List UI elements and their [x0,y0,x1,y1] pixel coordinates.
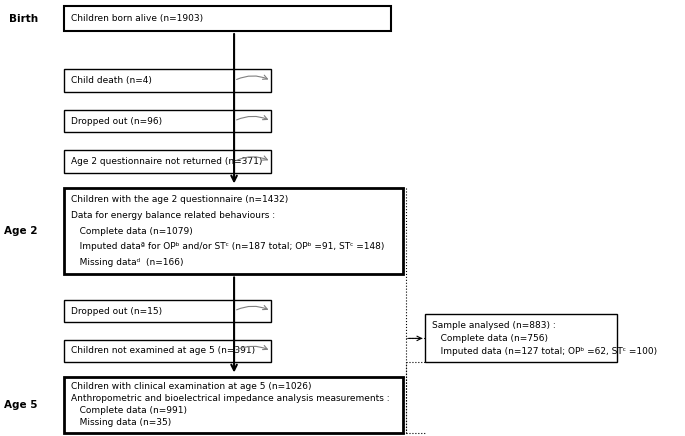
Text: Complete data (n=756): Complete data (n=756) [432,334,547,343]
FancyBboxPatch shape [64,340,271,362]
FancyBboxPatch shape [425,314,616,362]
Text: Age 5: Age 5 [4,400,38,410]
Text: Sample analysed (n=883) :: Sample analysed (n=883) : [432,321,556,330]
FancyBboxPatch shape [64,69,271,92]
Text: Age 2: Age 2 [4,226,38,236]
Text: Complete data (n=1079): Complete data (n=1079) [71,227,192,235]
Text: Data for energy balance related behaviours :: Data for energy balance related behaviou… [71,211,275,220]
Text: Child death (n=4): Child death (n=4) [71,76,151,85]
Text: Anthropometric and bioelectrical impedance analysis measurements :: Anthropometric and bioelectrical impedan… [71,395,389,403]
Text: Children not examined at age 5 (n=391): Children not examined at age 5 (n=391) [71,347,255,355]
Text: Imputed dataª for OPᵇ and/or STᶜ (n=187 total; OPᵇ =91, STᶜ =148): Imputed dataª for OPᵇ and/or STᶜ (n=187 … [71,242,384,251]
Text: Imputed data (n=127 total; OPᵇ =62, STᶜ =100): Imputed data (n=127 total; OPᵇ =62, STᶜ … [432,347,657,356]
Text: Dropped out (n=15): Dropped out (n=15) [71,307,162,316]
Text: Complete data (n=991): Complete data (n=991) [71,406,186,416]
Text: Dropped out (n=96): Dropped out (n=96) [71,116,162,126]
FancyBboxPatch shape [64,110,271,133]
Text: Children with clinical examination at age 5 (n=1026): Children with clinical examination at ag… [71,382,311,392]
Text: Children born alive (n=1903): Children born alive (n=1903) [71,14,203,23]
Text: Missing dataᵈ  (n=166): Missing dataᵈ (n=166) [71,258,183,267]
Text: Age 2 questionnaire not returned (n=371): Age 2 questionnaire not returned (n=371) [71,157,262,166]
Text: Missing data (n=35): Missing data (n=35) [71,418,171,427]
FancyBboxPatch shape [64,6,391,31]
FancyBboxPatch shape [64,300,271,322]
FancyBboxPatch shape [64,150,271,173]
Text: Birth: Birth [9,14,38,24]
Text: Children with the age 2 questionnaire (n=1432): Children with the age 2 questionnaire (n… [71,195,288,204]
FancyBboxPatch shape [64,187,403,275]
FancyBboxPatch shape [64,377,403,433]
